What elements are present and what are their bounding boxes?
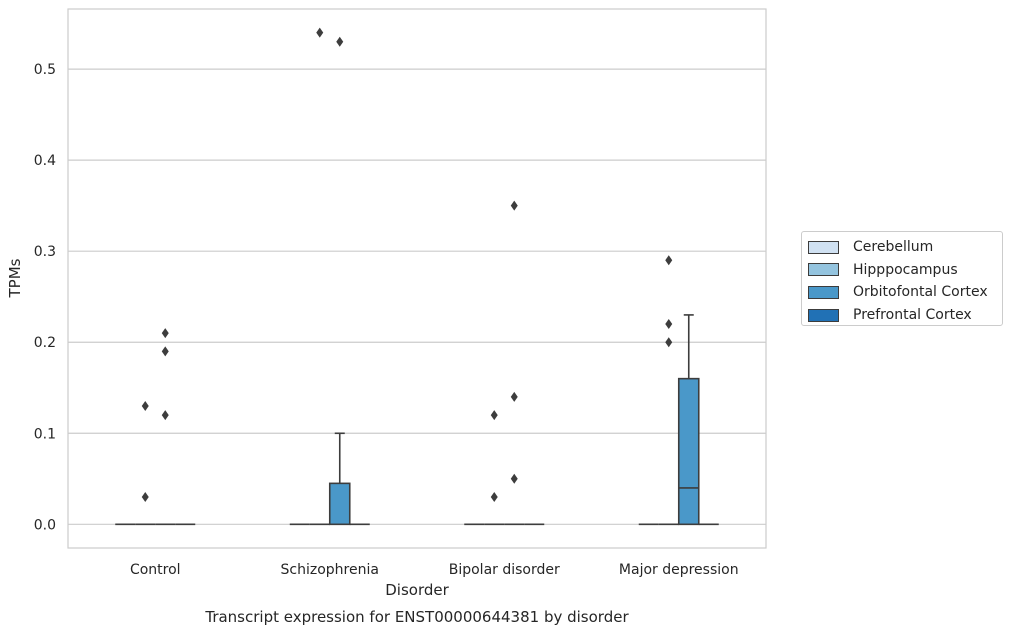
legend-swatch [808,308,839,322]
outlier-point [490,410,498,421]
box-marks [115,27,719,526]
legend-label: Orbitofontal Cortex [853,284,988,301]
box-2-2 [504,200,525,526]
y-axis-ticks: 0.0 0.1 0.2 0.3 0.4 0.5 [34,62,56,533]
y-tick-label: 0.5 [34,62,56,78]
outlier-point [336,36,344,47]
y-tick-label: 0.0 [34,517,56,533]
x-tick-label: Bipolar disorder [449,562,560,578]
outlier-point [510,473,518,484]
outlier-point [490,492,498,503]
box-body [677,377,700,526]
outlier-point [665,255,673,266]
x-tick-label: Control [130,562,181,578]
legend-item: Prefrontal Cortex [808,304,1002,327]
y-tick-label: 0.3 [34,244,56,260]
y-axis-label: TPMs [6,258,24,298]
legend-item: Cerebellum [808,236,1002,259]
legend-swatch [808,285,839,299]
legend: Cerebellum Hipppocampus Orbitofontal Corte… [801,231,1003,326]
chart-caption: Transcript expression for ENST0000064438… [204,608,629,626]
outlier-point [665,337,673,348]
x-axis-label: Disorder [385,581,449,599]
x-axis-ticks: Control Schizophrenia Bipolar disorder Majo… [130,562,739,578]
outlier-point [141,492,149,503]
box-2-3 [677,314,700,526]
outlier-point [510,200,518,211]
legend-label: Cerebellum [853,239,934,256]
legend-item: Orbitofontal Cortex [808,281,1002,304]
box-1-1 [309,27,330,526]
x-tick-label: Major depression [619,562,739,578]
legend-label: Prefrontal Cortex [853,307,972,324]
box-1-0 [135,400,156,526]
outlier-point [161,328,169,339]
box-2-0 [155,328,176,526]
outlier-point [161,410,169,421]
legend-label: Hipppocampus [853,261,958,278]
outlier-point [141,400,149,411]
outlier-point [665,319,673,330]
box-body [328,482,351,526]
box-2-1 [328,36,351,526]
outlier-point [161,346,169,357]
outlier-point [316,27,324,38]
legend-item: Hipppocampus [808,259,1002,282]
box-1-3 [658,255,679,526]
y-tick-label: 0.4 [34,153,56,169]
box-1-2 [484,410,505,526]
legend-swatch [808,240,839,254]
x-tick-label: Schizophrenia [281,562,379,578]
y-tick-label: 0.2 [34,335,56,351]
outlier-point [510,391,518,402]
plot-area-frame [67,8,767,549]
y-tick-label: 0.1 [34,426,56,442]
gridlines [68,68,766,525]
legend-swatch [808,263,839,277]
